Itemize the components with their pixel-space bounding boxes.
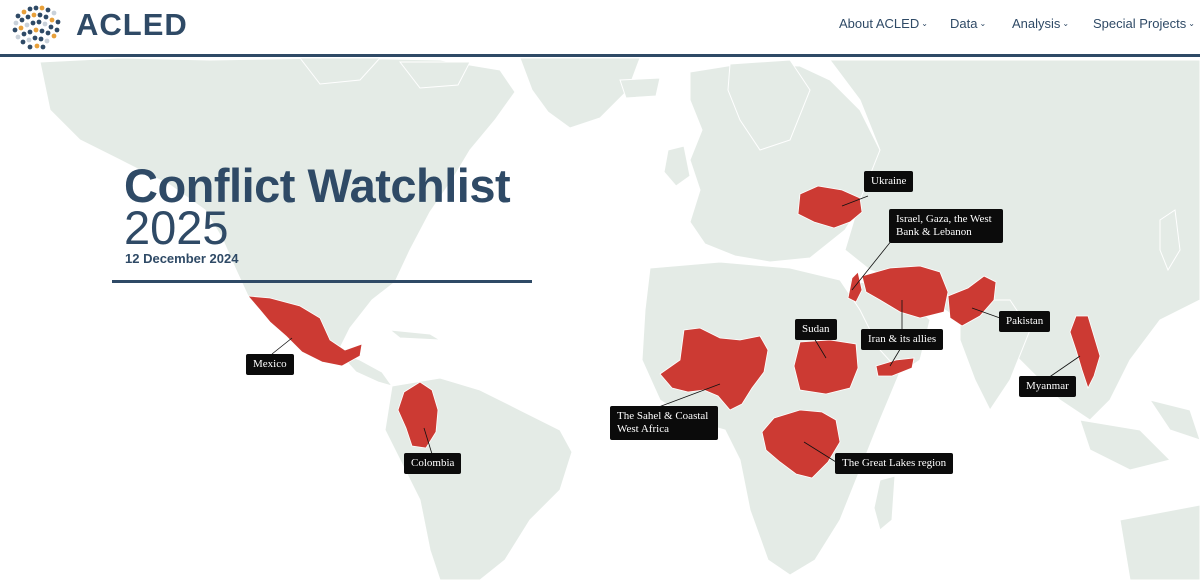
nav-about-label: About ACLED bbox=[839, 16, 920, 31]
label-colombia[interactable]: Colombia bbox=[404, 453, 462, 474]
leader-myanmar bbox=[1047, 355, 1081, 379]
sea-islands-shape bbox=[1079, 419, 1171, 471]
chevron-down-icon: ⌄ bbox=[921, 19, 928, 28]
leader-great-lakes bbox=[803, 441, 837, 463]
label-pakistan[interactable]: Pakistan bbox=[999, 311, 1051, 332]
israel-lebanon-region bbox=[847, 271, 863, 303]
nav-analysis-label: Analysis bbox=[1012, 16, 1061, 31]
scandinavia-shape bbox=[727, 59, 811, 151]
uk-shape bbox=[663, 145, 691, 187]
iceland-shape bbox=[619, 77, 661, 99]
colombia-region bbox=[397, 381, 439, 449]
arctic-islands-shape bbox=[298, 57, 382, 85]
label-ukraine[interactable]: Ukraine bbox=[864, 171, 914, 192]
nav-special-projects[interactable]: Special Projects ⌄ bbox=[1093, 16, 1195, 31]
page-title-year: 2025 bbox=[124, 201, 229, 254]
sudan-region bbox=[793, 339, 859, 395]
chevron-down-icon: ⌄ bbox=[1188, 19, 1195, 28]
acled-logo[interactable]: ACLED bbox=[10, 2, 250, 52]
label-sahel-west-africa[interactable]: The Sahel & Coastal West Africa bbox=[610, 406, 718, 440]
iran-allies-region bbox=[861, 265, 949, 319]
japan-shape bbox=[1159, 209, 1181, 272]
leader-mexico bbox=[271, 337, 293, 355]
north-america-shape bbox=[39, 57, 516, 353]
greenland-shape bbox=[519, 57, 641, 129]
ukraine-region bbox=[797, 185, 863, 229]
sea-islands-2 bbox=[1148, 399, 1200, 441]
pakistan-region bbox=[947, 275, 997, 327]
label-myanmar[interactable]: Myanmar bbox=[1019, 376, 1076, 397]
label-great-lakes[interactable]: The Great Lakes region bbox=[835, 453, 954, 474]
great-lakes-region bbox=[761, 409, 841, 479]
nav-analysis[interactable]: Analysis ⌄ bbox=[1012, 16, 1069, 31]
title-divider bbox=[112, 280, 532, 283]
chevron-down-icon: ⌄ bbox=[1062, 19, 1070, 28]
nav-about-acled[interactable]: About ACLED ⌄ bbox=[839, 16, 928, 31]
leader-sudan bbox=[813, 337, 827, 359]
yemen-region bbox=[875, 357, 915, 377]
label-sudan[interactable]: Sudan bbox=[795, 319, 837, 340]
chevron-down-icon: ⌄ bbox=[979, 19, 987, 28]
myanmar-region bbox=[1069, 315, 1101, 390]
australia-shape bbox=[1119, 504, 1200, 580]
caribbean-shape bbox=[388, 329, 441, 341]
title-block: Conflict Watchlist 2025 12 December 2024 bbox=[112, 150, 532, 284]
arctic-island-2 bbox=[398, 61, 471, 89]
globe-logo-icon bbox=[12, 5, 61, 50]
world-map: Ukraine Israel, Gaza, the West Bank & Le… bbox=[0, 57, 1200, 580]
nav-data-label: Data bbox=[950, 16, 978, 31]
label-israel-gaza-lebanon[interactable]: Israel, Gaza, the West Bank & Lebanon bbox=[889, 209, 1003, 243]
leader-israel bbox=[851, 239, 893, 291]
page-title: Conflict Watchlist bbox=[124, 159, 511, 212]
nav-special-projects-label: Special Projects bbox=[1093, 16, 1187, 31]
leader-colombia bbox=[423, 427, 433, 455]
site-header: ACLED About ACLED ⌄ Data ⌄ Analysis ⌄ Speci… bbox=[0, 0, 1200, 57]
mexico-region bbox=[247, 295, 363, 367]
leader-pakistan bbox=[971, 307, 1001, 319]
leader-sahel bbox=[655, 383, 721, 409]
leader-ukraine bbox=[841, 195, 869, 207]
madagascar-shape bbox=[873, 475, 896, 531]
nav-data[interactable]: Data ⌄ bbox=[950, 16, 986, 31]
sahel-region bbox=[659, 327, 769, 411]
publication-date: 12 December 2024 bbox=[125, 251, 239, 266]
label-iran-allies[interactable]: Iran & its allies bbox=[861, 329, 944, 350]
label-mexico[interactable]: Mexico bbox=[246, 354, 294, 375]
logo-wordmark: ACLED bbox=[76, 7, 188, 42]
